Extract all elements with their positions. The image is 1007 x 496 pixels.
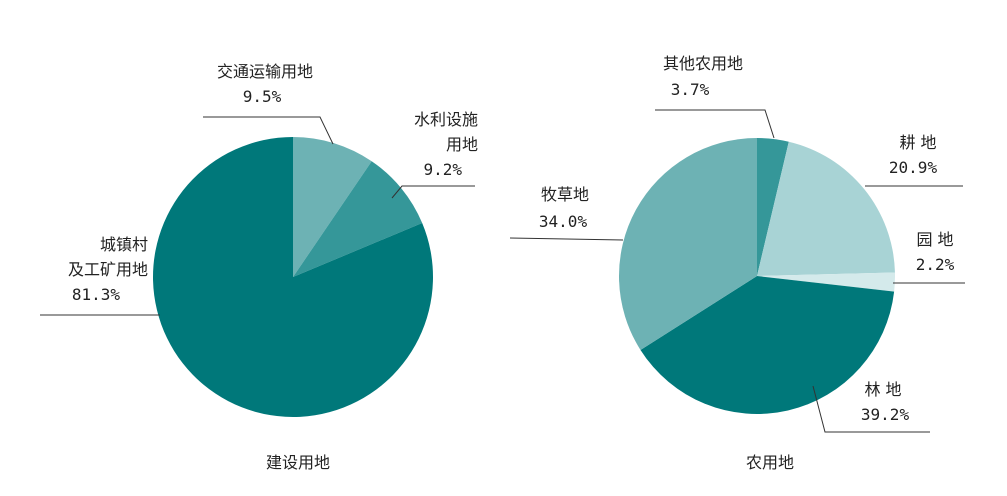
slice-label: 交通运输用地 [216,62,313,81]
pie-slice [619,138,757,350]
value-label: 81.3% [71,285,120,304]
pie-slice [757,272,895,292]
value-label: 39.2% [860,405,910,424]
value-label: 9.5% [242,87,282,106]
value-label: 3.7% [670,80,710,99]
leader-line [509,237,624,241]
slice-label: 耕 地 [899,133,937,152]
chart-title: 农用地 [745,453,794,472]
leader-line [655,109,775,139]
value-label: 9.2% [423,160,462,179]
pie-slice [757,138,789,276]
pie-slice [153,137,434,417]
pie-slice [640,276,895,414]
slice-label: 其他农用地 [662,54,743,73]
slice-label: 林 地 [864,380,902,399]
value-label: 2.2% [915,255,955,274]
pie-slice [757,141,895,276]
leader-line [203,116,334,145]
value-label: 34.0% [538,212,588,231]
pie-slice [293,137,372,277]
leader-line [812,385,930,433]
slice-label: 园 地 [916,230,954,249]
chart-title: 建设用地 [265,453,330,472]
slice-label: 牧草地 [540,185,589,204]
slice-label: 城镇村 及工矿用地 [67,235,148,279]
leader-line [391,185,475,199]
value-label: 20.9% [888,158,938,177]
pie-slice [293,161,423,277]
slice-label: 水利设施 用地 [413,110,478,154]
